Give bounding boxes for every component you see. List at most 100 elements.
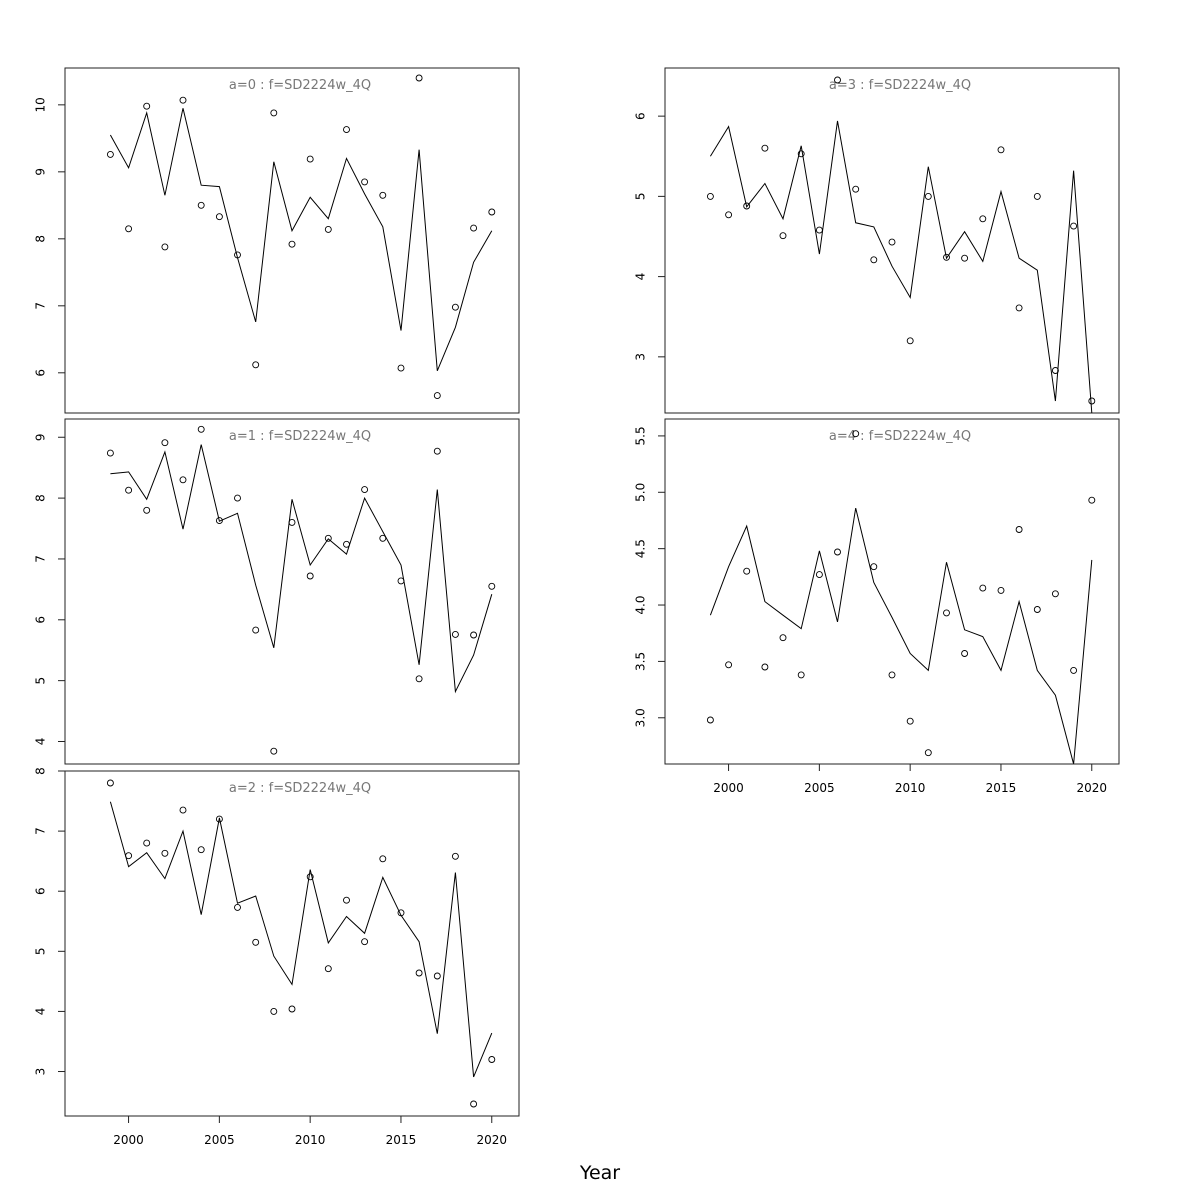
panel-a3-y-axis: 3 4 5 6 [634,112,665,361]
panel-a0-observed-point [179,96,187,104]
panel-a3-observed-point [997,146,1005,154]
panel-a4-x-tick-label: 2020 [1076,781,1107,795]
panel-a2-y-tick-label: 6 [34,887,48,895]
panel-a0-observed-point [215,213,223,221]
panel-a1-marks [106,425,496,755]
panel-a2-observed-point [106,779,114,787]
panel-a2-observed-point [179,806,187,814]
panel-a4-observed-point [834,548,841,556]
panel-a3-observed-point [834,76,841,84]
panel-a4-observed-point [815,571,823,579]
panel-a4-observed-point [852,430,860,438]
panel-a2-observed-point [306,873,314,881]
panel-a1-observed-point [324,534,332,542]
panel-a4-observed-point [706,716,714,724]
panel-a3-observed-point [943,253,950,261]
panel-a4-fitted-line [709,507,1093,765]
panel-a2-x-tick-label: 2020 [476,1133,507,1147]
panel-a4-observed-point [943,609,950,617]
panel-a1-title: a=1 : f=SD2224w_4Q [229,429,371,444]
panel-a3-observed-point [906,337,914,345]
panel-a2-x-tick-label: 2015 [386,1133,417,1147]
panel-a2-y-axis: 3 4 5 6 7 8 [34,767,65,1076]
panel-a4-y-axis: 3.0 3.5 4.0 4.5 5.0 5.5 [634,426,665,727]
panel-a1-observed-point [143,506,151,514]
panel-a1-frame [64,418,520,765]
panel-a3-observed-point [1033,192,1041,200]
panel-a4-observed-point [797,671,805,679]
panel-a2-x-tick-label: 2000 [113,1133,144,1147]
panel-a0-fitted-line [109,108,493,371]
panel-a1-observed-point [306,572,314,580]
panel-a1-observed-point [288,518,296,526]
panel-a2-observed-point [361,938,369,946]
panel-a0-observed-point [379,191,387,199]
panel-a2-observed-point [343,896,350,904]
panel-a1-observed-point [379,534,387,542]
panel-a4-y-tick-label: 3.0 [634,708,648,727]
panel-a3-frame [664,67,1120,414]
panel-a3-observed-point [1051,367,1059,374]
panel-a3-observed-point [979,215,987,223]
panel-a0-observed-point [106,150,114,158]
panel-a2-observed-point [252,938,260,946]
panel-a1-y-tick-label: 9 [34,433,48,441]
panel-a2-observed-point [288,1005,296,1013]
panel-a2-observed-point [197,846,205,854]
panel-a4-y-tick-label: 4.5 [634,539,648,558]
panel-a0-y-tick-label: 10 [34,97,48,112]
panel-a2-observed-point [270,1007,278,1015]
panel-a4-x-tick-label: 2015 [986,781,1017,795]
panel-a3-fitted-line [709,120,1093,414]
panel-a0-observed-point [125,225,133,233]
panel-a4-observed-point [870,563,878,571]
panel-a4-observed-point [725,661,733,669]
panel-a2-observed-point [415,969,423,977]
panel-a0-observed-point [288,240,296,248]
panel-a4-observed-point [1051,590,1059,598]
panel-a2-observed-point [451,852,459,860]
panel-a3-observed-point [761,144,769,152]
panel-a0-observed-point [488,208,496,216]
panel-a3-observed-point [1070,222,1078,230]
panel-a3-observed-point [1015,304,1023,312]
panel-a2-observed-point [125,852,133,860]
x-axis-title: Year [579,1162,620,1184]
panel-a3-marks [706,76,1096,414]
panel-a1-observed-point [215,517,223,525]
panel-a1-y-tick-label: 8 [34,494,48,502]
panel-a2-observed-point [488,1056,496,1063]
panel-a0-observed-point [161,243,169,251]
panel-a0-observed-point [306,155,314,163]
panel-a4-observed-point [924,749,932,757]
panel-a0-observed-point [397,364,405,372]
panel-a1-observed-point [125,486,133,494]
panel-a1-observed-point [361,486,369,494]
panel-a0-observed-point [343,126,350,134]
panel-a4-observed-point [1088,496,1096,504]
panel-a4-y-tick-label: 3.5 [634,652,648,671]
panel-a2-title: a=2 : f=SD2224w_4Q [229,781,371,796]
panel-a3-observed-point [888,238,896,246]
panel-a2-y-tick-label: 7 [34,827,48,835]
panel-a1-observed-point [270,747,278,755]
panel-a4-y-tick-label: 5.0 [634,483,648,502]
panel-a1: a=1 : f=SD2224w_4Q 4 5 6 7 8 9 [34,418,520,765]
panel-a2-observed-point [470,1100,478,1108]
panel-a0-y-tick-label: 9 [34,168,48,176]
panel-a1-y-tick-label: 6 [34,616,48,624]
panel-a2-observed-point [379,855,387,863]
panel-a1-observed-point [451,630,459,638]
panel-a0-marks [106,74,496,400]
panel-a0-y-tick-label: 8 [34,235,48,243]
panel-a3-observed-point [706,192,714,200]
panel-a4-observed-point [961,650,969,657]
panel-a3-y-tick-label: 6 [634,112,648,120]
panel-a2-y-tick-label: 3 [34,1068,48,1076]
panel-a1-observed-point [470,631,478,639]
panel-a0-observed-point [252,361,260,369]
panel-a2-frame [64,770,520,1117]
panel-a3-observed-point [924,192,932,200]
